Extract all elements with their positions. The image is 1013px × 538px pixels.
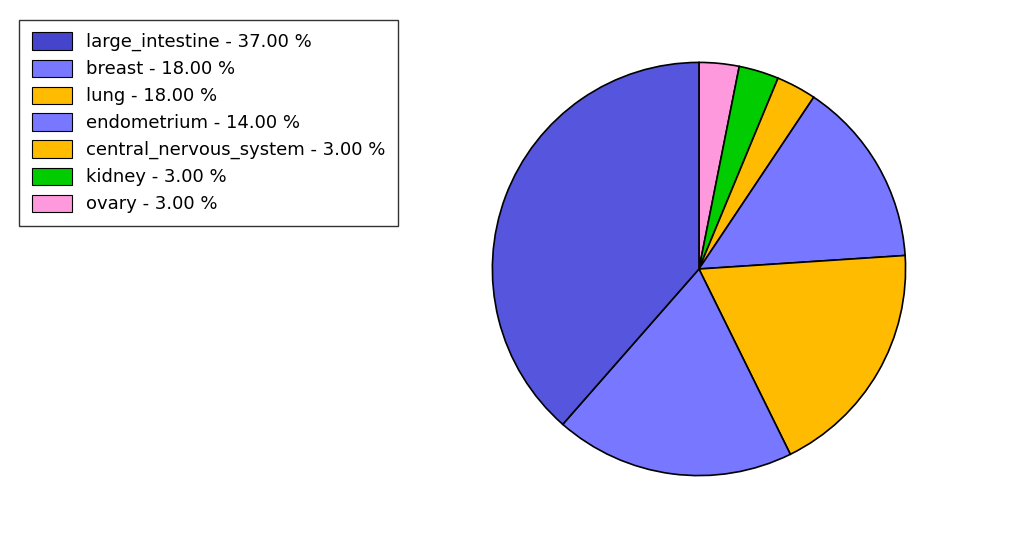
Wedge shape [699, 66, 778, 269]
Wedge shape [699, 97, 906, 269]
Wedge shape [699, 256, 906, 454]
Wedge shape [492, 62, 699, 424]
Legend: large_intestine - 37.00 %, breast - 18.00 %, lung - 18.00 %, endometrium - 14.00: large_intestine - 37.00 %, breast - 18.0… [19, 20, 398, 226]
Wedge shape [699, 78, 813, 269]
Wedge shape [699, 62, 739, 269]
Wedge shape [563, 269, 790, 476]
